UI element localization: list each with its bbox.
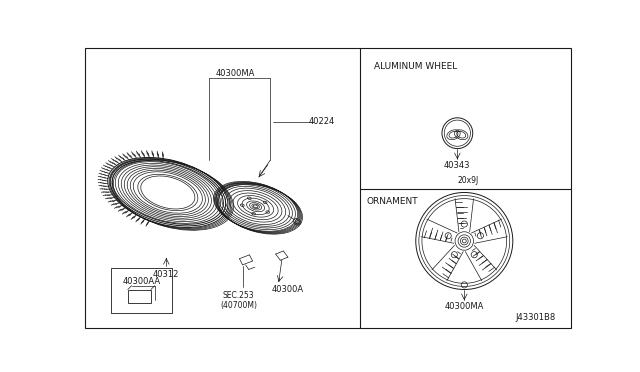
Text: ORNAMENT: ORNAMENT bbox=[367, 197, 418, 206]
Text: ALUMINUM WHEEL: ALUMINUM WHEEL bbox=[374, 62, 458, 71]
Text: 40343: 40343 bbox=[444, 161, 470, 170]
Bar bbox=[128, 289, 151, 303]
Text: 40300MA: 40300MA bbox=[445, 302, 484, 311]
Text: 40312: 40312 bbox=[153, 270, 179, 279]
Bar bbox=[111, 268, 172, 312]
Text: J43301B8: J43301B8 bbox=[515, 313, 555, 322]
Text: 40224: 40224 bbox=[308, 117, 335, 126]
Text: 40300MA: 40300MA bbox=[216, 70, 255, 78]
Text: SEC.253
(40700M): SEC.253 (40700M) bbox=[220, 291, 257, 311]
Text: 40300AA: 40300AA bbox=[123, 277, 161, 286]
Text: 20x9J: 20x9J bbox=[458, 176, 479, 185]
Text: 40300A: 40300A bbox=[272, 285, 304, 294]
